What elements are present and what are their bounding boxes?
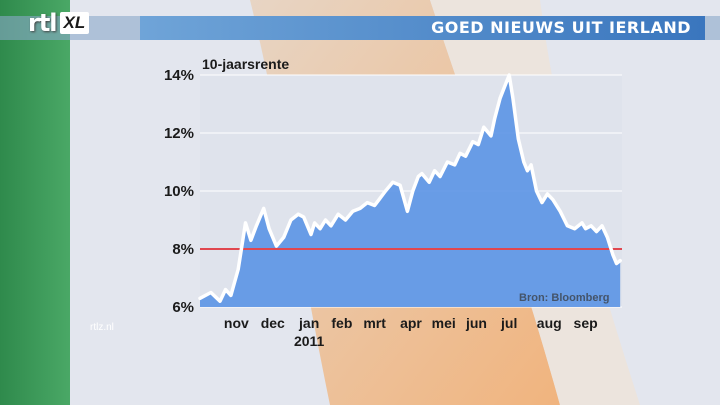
watermark: rtlz.nl <box>90 322 114 333</box>
x-tick-label-apr: apr <box>400 315 422 331</box>
x-tick-label-mei: mei <box>432 315 456 331</box>
source-note: Bron: Bloomberg <box>519 292 610 304</box>
rtlz-logo: rtl XL <box>28 8 90 38</box>
page-title: GOED NIEUWS UIT IERLAND <box>431 18 691 37</box>
x-tick-label-jul: jul <box>500 315 517 331</box>
logo-text: rtl <box>28 9 58 37</box>
x-tick-label-jan: jan <box>298 315 319 331</box>
x-tick-label-feb: feb <box>331 315 352 331</box>
x-tick-label-jun: jun <box>465 315 487 331</box>
x-tick-label-dec: dec <box>261 315 285 331</box>
x-tick-label-nov: nov <box>224 315 249 331</box>
logo-badge: XL <box>59 12 90 34</box>
x-year-label: 2011 <box>294 333 325 349</box>
y-tick-label: 6% <box>172 299 194 316</box>
y-tick-label: 14% <box>164 67 194 84</box>
title-banner: GOED NIEUWS UIT IERLAND <box>140 16 705 40</box>
series-line <box>198 73 622 303</box>
x-tick-label-aug: aug <box>537 315 562 331</box>
y-tick-label: 8% <box>172 241 194 258</box>
y-tick-label: 12% <box>164 125 194 142</box>
flag-green-stripe <box>0 0 70 405</box>
series-label: 10-jaarsrente <box>202 56 290 72</box>
y-tick-label: 10% <box>164 183 194 200</box>
x-tick-label-mrt: mrt <box>363 315 386 331</box>
x-tick-label-sep: sep <box>574 315 598 331</box>
